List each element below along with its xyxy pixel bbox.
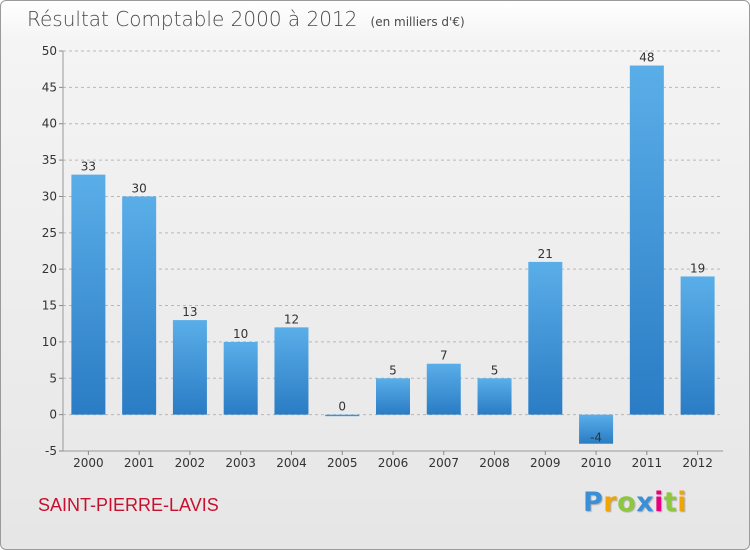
x-tick-label: 2005 <box>327 456 358 470</box>
bar-2000 <box>71 174 106 415</box>
x-tick-label: 2008 <box>479 456 510 470</box>
y-tick-label: 35 <box>42 153 57 167</box>
value-label-2010: -4 <box>590 431 602 445</box>
y-tick-label: 40 <box>42 117 57 131</box>
x-tick-label: 2006 <box>378 456 409 470</box>
x-tick-label: 2002 <box>175 456 206 470</box>
y-tick-label: 10 <box>42 335 57 349</box>
proxiti-logo: Proxiti <box>583 487 687 518</box>
value-label-2012: 19 <box>690 261 705 275</box>
y-tick-label: 15 <box>42 299 57 313</box>
logo-letter: r <box>603 487 618 518</box>
x-tick-label: 2004 <box>276 456 307 470</box>
value-label-2003: 10 <box>233 327 248 341</box>
chart-subtitle: (en milliers d'€) <box>370 15 465 29</box>
value-label-2001: 30 <box>132 181 147 195</box>
value-label-2005: 0 <box>338 400 346 414</box>
logo-letter: o <box>617 487 637 518</box>
x-tick-label: 2003 <box>225 456 256 470</box>
y-tick-label: 30 <box>42 189 57 203</box>
bar-2008 <box>477 378 512 415</box>
x-tick-label: 2011 <box>632 456 663 470</box>
bar-2004 <box>274 327 309 415</box>
value-label-2011: 48 <box>639 51 654 65</box>
bar-2011 <box>629 65 664 415</box>
y-tick-label: 5 <box>49 371 57 385</box>
value-label-2006: 5 <box>389 363 397 377</box>
logo-letter: t <box>663 487 678 518</box>
y-tick-label: 0 <box>49 408 57 422</box>
x-tick-label: 2001 <box>124 456 155 470</box>
bar-2002 <box>172 320 207 415</box>
x-tick-label: 2007 <box>428 456 459 470</box>
bar-2006 <box>376 378 410 415</box>
commune-name: SAINT-PIERRE-LAVIS <box>38 495 219 515</box>
y-tick-label: 20 <box>42 262 57 276</box>
value-label-2002: 13 <box>182 305 197 319</box>
bar-2003 <box>223 341 258 415</box>
title-line: Résultat Comptable 2000 à 2012 (en milli… <box>27 7 465 31</box>
logo-letter: x <box>636 487 655 518</box>
chart-title: Résultat Comptable 2000 à 2012 <box>27 7 358 31</box>
bar-2012 <box>680 276 715 415</box>
value-label-2004: 12 <box>284 312 299 326</box>
y-tick-label: -5 <box>45 444 57 458</box>
bar-2005 <box>325 414 360 417</box>
value-label-2009: 21 <box>538 247 553 261</box>
y-tick-label: 50 <box>42 44 57 58</box>
x-tick-label: 2009 <box>530 456 561 470</box>
x-tick-label: 2000 <box>73 456 104 470</box>
bar-2007 <box>426 363 461 415</box>
value-label-2007: 7 <box>440 349 448 363</box>
y-tick-label: 45 <box>42 80 57 94</box>
bar-2009 <box>528 261 563 415</box>
x-tick-label: 2010 <box>581 456 612 470</box>
x-tick-label: 2012 <box>682 456 713 470</box>
logo-letter: i <box>654 487 664 518</box>
bar-2010 <box>579 414 614 444</box>
bar-2001 <box>122 196 157 415</box>
value-label-2000: 33 <box>81 160 96 174</box>
logo-letter: i <box>677 487 688 518</box>
value-label-2008: 5 <box>491 363 499 377</box>
logo-letter: P <box>583 487 604 518</box>
y-tick-label: 25 <box>42 226 57 240</box>
